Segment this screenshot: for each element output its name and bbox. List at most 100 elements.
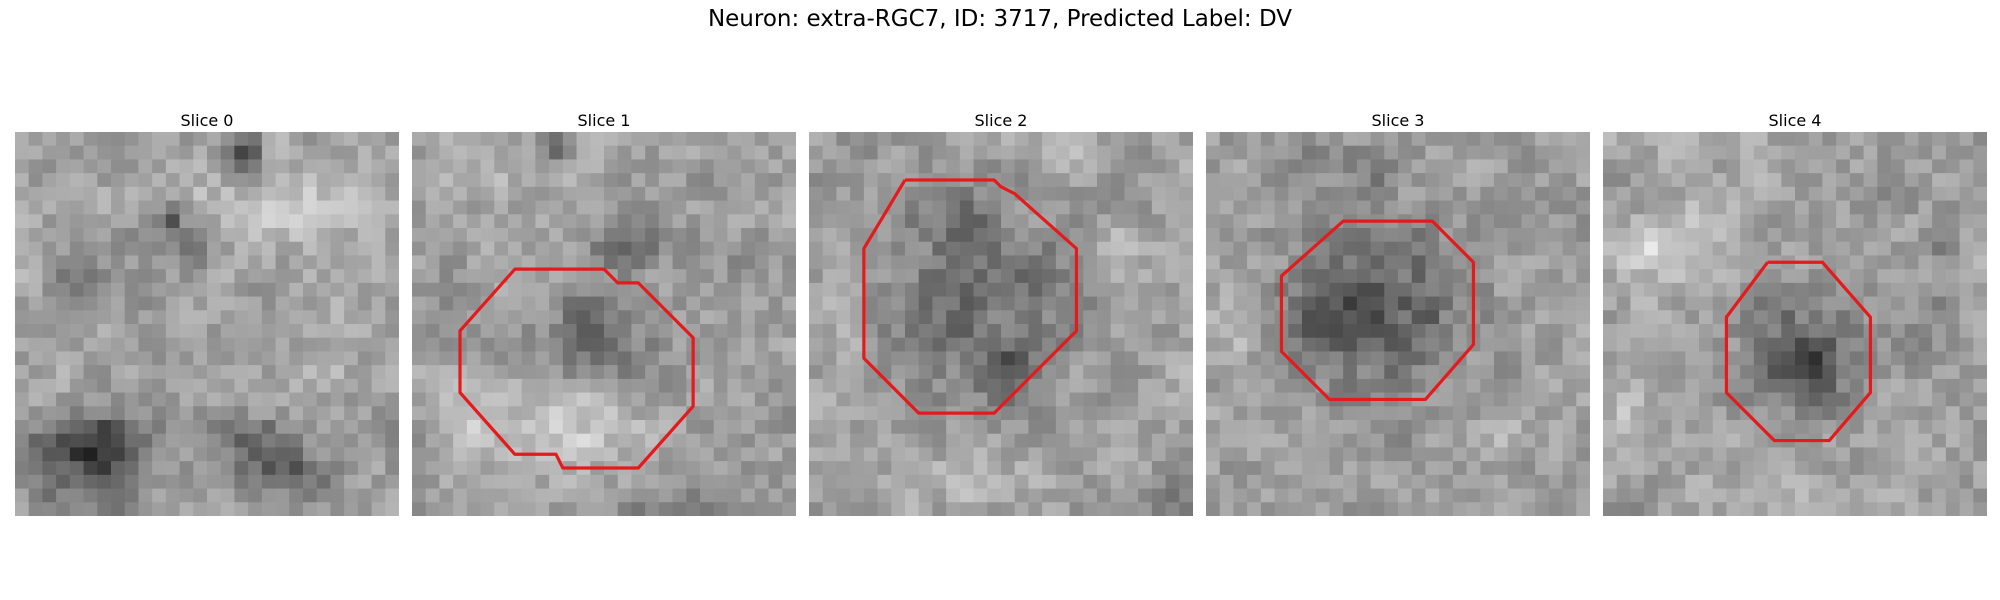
pixel <box>631 502 646 516</box>
pixel <box>1315 324 1330 339</box>
pixel <box>1603 269 1618 284</box>
pixel <box>1343 406 1358 421</box>
pixel <box>124 186 139 201</box>
pixel <box>535 461 550 476</box>
pixel <box>1110 269 1125 284</box>
pixel <box>1343 351 1358 366</box>
pixel <box>672 186 687 201</box>
pixel <box>1699 200 1714 215</box>
pixel <box>1781 488 1796 503</box>
pixel <box>1179 406 1193 421</box>
pixel <box>1877 461 1892 476</box>
pixel <box>165 433 180 448</box>
pixel <box>535 406 550 421</box>
pixel <box>918 310 933 325</box>
pixel <box>275 324 290 339</box>
pixel <box>1165 365 1180 380</box>
pixel <box>1671 228 1686 243</box>
pixel <box>124 474 139 489</box>
pixel <box>1384 173 1399 188</box>
pixel <box>1370 282 1385 297</box>
pixel <box>1247 420 1262 435</box>
pixel <box>1767 406 1782 421</box>
pixel <box>1781 420 1796 435</box>
pixel <box>809 132 824 147</box>
pixel <box>1521 241 1536 256</box>
pixel <box>932 461 947 476</box>
pixel <box>330 132 345 147</box>
pixel <box>782 461 796 476</box>
pixel <box>700 337 715 352</box>
pixel <box>535 159 550 174</box>
pixel <box>330 365 345 380</box>
pixel <box>1630 132 1645 147</box>
pixel <box>234 502 249 516</box>
pixel <box>124 447 139 462</box>
pixel <box>1712 351 1727 366</box>
pixel <box>1151 132 1166 147</box>
pixel <box>111 228 126 243</box>
pixel <box>1425 337 1440 352</box>
pixel <box>124 214 139 229</box>
pixel <box>1808 474 1823 489</box>
pixel <box>56 186 71 201</box>
pixel <box>1151 282 1166 297</box>
pixel <box>1795 145 1810 160</box>
pixel <box>741 186 756 201</box>
pixel <box>959 488 974 503</box>
pixel <box>1795 159 1810 174</box>
pixel <box>604 488 619 503</box>
pixel <box>1740 173 1755 188</box>
pixel <box>1370 132 1385 147</box>
pixel <box>1206 186 1221 201</box>
pixel <box>1576 461 1590 476</box>
pixel <box>261 255 276 270</box>
pixel <box>1740 255 1755 270</box>
pixel <box>576 173 591 188</box>
pixel <box>1548 214 1563 229</box>
pixel <box>138 228 153 243</box>
pixel <box>42 461 57 476</box>
pixel <box>741 145 756 160</box>
pixel <box>1206 214 1221 229</box>
pixel <box>590 378 605 393</box>
pixel <box>1439 324 1454 339</box>
pixel <box>1001 296 1016 311</box>
pixel <box>1028 269 1043 284</box>
pixel <box>303 228 318 243</box>
pixel <box>1370 378 1385 393</box>
pixel <box>1576 214 1590 229</box>
pixel <box>562 420 577 435</box>
pixel <box>1849 433 1864 448</box>
pixel <box>385 502 399 516</box>
pixel <box>1603 420 1618 435</box>
pixel <box>357 365 372 380</box>
pixel <box>15 365 30 380</box>
pixel <box>1781 474 1796 489</box>
pixel <box>1110 186 1125 201</box>
pixel <box>1028 420 1043 435</box>
pixel <box>97 324 112 339</box>
pixel <box>809 324 824 339</box>
pixel <box>973 461 988 476</box>
pixel <box>1822 392 1837 407</box>
pixel <box>836 145 851 160</box>
pixel <box>207 406 222 421</box>
pixel <box>1726 200 1741 215</box>
pixel <box>741 241 756 256</box>
pixel <box>1671 186 1686 201</box>
pixel <box>385 406 399 421</box>
pixel <box>289 351 304 366</box>
pixel <box>1644 378 1659 393</box>
pixel <box>1151 255 1166 270</box>
pixel <box>1179 488 1193 503</box>
pixel <box>1576 186 1590 201</box>
pixel <box>15 255 30 270</box>
pixel <box>850 502 865 516</box>
pixel <box>645 214 660 229</box>
pixel <box>1685 241 1700 256</box>
pixel <box>220 228 235 243</box>
pixel <box>1001 406 1016 421</box>
pixel <box>1576 433 1590 448</box>
pixel <box>1507 447 1522 462</box>
